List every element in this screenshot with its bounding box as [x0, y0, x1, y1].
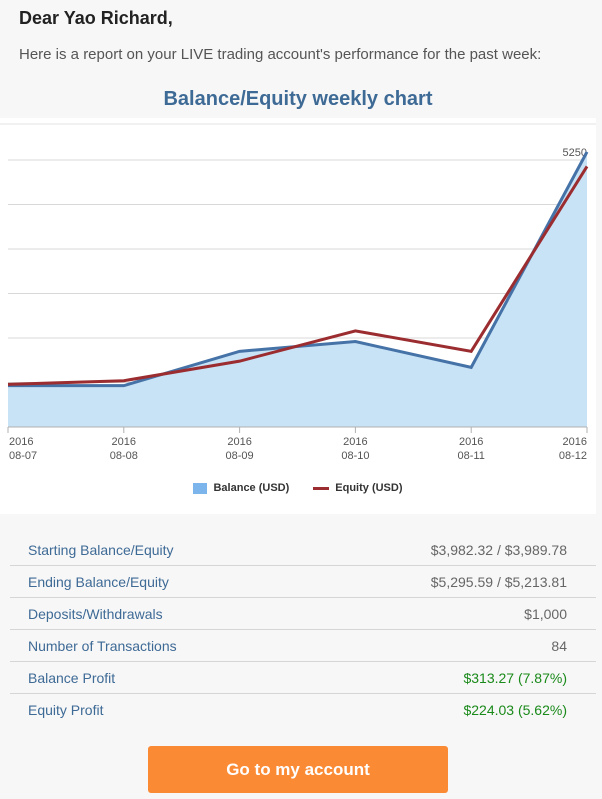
legend-item-balance[interactable]: Balance (USD) — [193, 482, 289, 494]
stat-value: $313.27 (7.87%) — [463, 669, 567, 686]
x-tick-label-year: 2016 — [459, 436, 483, 448]
x-tick-label-date: 08-07 — [9, 450, 37, 462]
stat-label: Ending Balance/Equity — [28, 573, 169, 590]
stat-label: Number of Transactions — [28, 637, 177, 654]
balance-area — [8, 151, 587, 427]
legend-swatch-balance — [193, 482, 208, 494]
balance-equity-chart: 3750400042504500475050005250201608-07201… — [0, 123, 596, 462]
x-tick-label-year: 2016 — [112, 436, 136, 448]
equity-line — [7, 165, 589, 386]
legend-swatch-equity — [313, 486, 330, 490]
stat-value: $1,000 — [524, 605, 567, 622]
intro-text: Here is a report on your LIVE trading ac… — [19, 46, 542, 63]
x-tick-label-year: 2016 — [563, 436, 587, 448]
stat-row-transactions: Number of Transactions 84 — [10, 630, 596, 662]
stat-row-starting: Starting Balance/Equity $3,982.32 / $3,9… — [10, 534, 596, 566]
x-tick-label-date: 08-11 — [458, 450, 485, 462]
x-tick-label-date: 08-10 — [341, 450, 369, 462]
stat-label: Deposits/Withdrawals — [28, 605, 163, 622]
stat-row-deposits: Deposits/Withdrawals $1,000 — [10, 598, 596, 630]
legend-label-balance: Balance (USD) — [213, 482, 290, 494]
stat-value: $224.03 (5.62%) — [463, 702, 567, 718]
stat-value: $3,982.32 / $3,989.78 — [430, 541, 567, 558]
go-to-account-button[interactable]: Go to my account — [148, 746, 448, 793]
x-tick-label-date: 08-12 — [559, 450, 587, 462]
stat-row-balance-profit: Balance Profit $313.27 (7.87%) — [10, 662, 596, 694]
x-tick-label-date: 08-09 — [226, 450, 254, 462]
x-tick-label-year: 2016 — [9, 436, 33, 448]
chart-legend: Balance (USD) Equity (USD) — [0, 482, 596, 494]
stats-table: Starting Balance/Equity $3,982.32 / $3,9… — [10, 534, 596, 726]
legend-label-equity: Equity (USD) — [335, 482, 403, 494]
stat-row-ending: Ending Balance/Equity $5,295.59 / $5,213… — [10, 566, 596, 598]
y-tick-label: 5250 — [563, 147, 587, 159]
stat-label: Balance Profit — [28, 669, 116, 686]
legend-item-equity[interactable]: Equity (USD) — [313, 482, 403, 494]
greeting: Dear Yao Richard, — [19, 8, 173, 28]
x-tick-label-year: 2016 — [343, 436, 367, 448]
stat-value: 84 — [551, 637, 567, 654]
stat-value: $5,295.59 / $5,213.81 — [430, 573, 567, 590]
x-tick-label-date: 08-08 — [110, 450, 138, 462]
chart-panel: 3750400042504500475050005250201608-07201… — [0, 118, 596, 514]
stat-row-equity-profit: Equity Profit $224.03 (5.62%) — [10, 694, 596, 726]
chart-title: Balance/Equity weekly chart — [163, 88, 433, 110]
x-tick-label-year: 2016 — [227, 436, 251, 448]
stat-label: Equity Profit — [28, 702, 104, 718]
stat-label: Starting Balance/Equity — [28, 541, 174, 558]
